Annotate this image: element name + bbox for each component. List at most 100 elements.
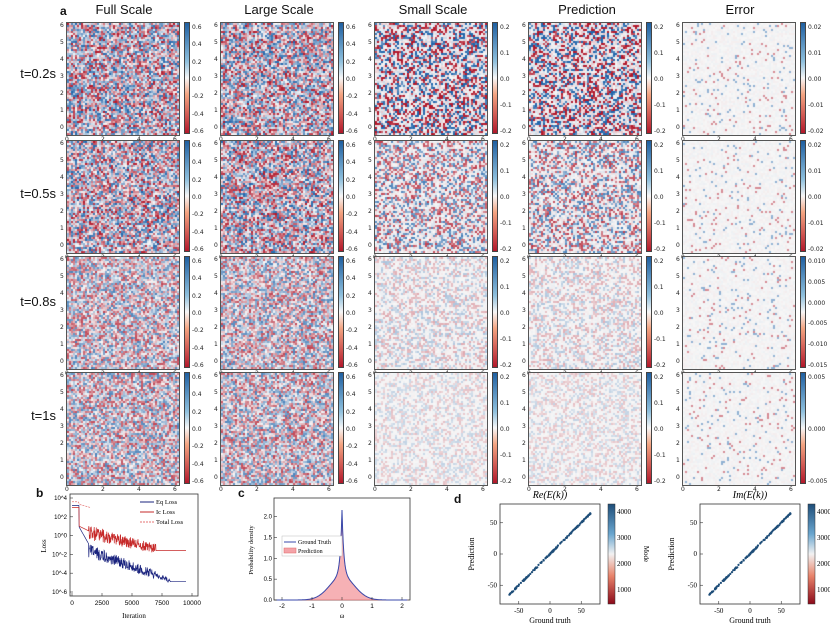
pdf-y-tick: 0.5 [264, 577, 273, 583]
scatter-point [544, 557, 547, 560]
axis-tick: 1 [214, 457, 218, 464]
colorbar-tick: -0.2 [192, 443, 204, 451]
scatter-point [562, 539, 565, 542]
axis-tick: 1 [214, 341, 218, 348]
colorbar-tick: -0.01 [808, 102, 824, 109]
axis-tick: 0 [60, 358, 64, 365]
row-label-t05: t=0.5s [20, 186, 56, 201]
axis-tick: 6 [214, 372, 218, 379]
axis-tick: 6 [327, 486, 331, 493]
axis-tick: 5 [522, 389, 526, 396]
mode-colorbar [807, 503, 816, 605]
axis-tick: 6 [676, 256, 680, 263]
axis-tick: 0 [219, 486, 223, 493]
axis-tick: 2 [717, 486, 721, 493]
axis-tick: 3 [214, 423, 218, 430]
scatter-point [525, 575, 529, 579]
axis-tick: 0 [214, 242, 218, 249]
colorbar-tick: -0.1 [654, 452, 666, 459]
colorbar-tick: 0.2 [500, 258, 510, 265]
scatter-point [532, 569, 535, 572]
total-loss-line [72, 501, 91, 508]
colorbar-tick: -0.6 [346, 246, 358, 253]
scatter-point [567, 534, 570, 537]
axis-tick: 0 [214, 124, 218, 131]
axis-tick: 5 [522, 39, 526, 46]
colorbar-tick: 0.1 [654, 50, 664, 57]
colorbar-tick: -0.005 [808, 478, 828, 485]
colorbar-tick: 0.0 [500, 194, 510, 201]
colorbar-tick: -0.2 [500, 362, 512, 369]
axis-tick: 6 [522, 372, 526, 379]
scatter-point [574, 527, 577, 530]
axis-tick: 0 [522, 124, 526, 131]
scatter-y-tick: 0 [494, 550, 498, 558]
spectrum-scatter-charts: Re(E(k)) Ground truth Prediction -50 0 50 50 0 -… [467, 490, 830, 624]
axis-tick: 1 [214, 107, 218, 114]
colorbar-tick: 0.2 [500, 142, 510, 149]
scatter-point [579, 522, 582, 525]
axis-tick: 6 [368, 372, 372, 379]
colorbar-tick: -0.1 [654, 102, 666, 109]
axis-tick: 3 [368, 307, 372, 314]
colorbar-tick: 0.4 [346, 391, 356, 399]
colorbar-tick: 0.6 [192, 24, 202, 31]
colorbar-tick: 0.0 [192, 194, 202, 201]
scatter-x-label: Ground truth [729, 616, 771, 624]
axis-tick: 0 [681, 136, 685, 143]
colorbar-tick: 0.4 [346, 159, 356, 167]
axis-tick: 1 [60, 341, 64, 348]
scatter-y-tick: 0 [694, 550, 698, 558]
axis-tick: 3 [60, 73, 64, 80]
scatter-x-label: Ground truth [529, 616, 571, 624]
mode-colorbar-tick: 4000 [817, 508, 830, 516]
panel-label-b: b [36, 486, 44, 500]
axis-tick: 2 [676, 90, 680, 97]
axis-tick: 3 [214, 73, 218, 80]
colorbar-tick: 0.6 [192, 374, 202, 381]
axis-tick: 2 [214, 440, 218, 447]
loss-y-tick: 10^-4 [52, 571, 67, 577]
scatter-point [778, 524, 781, 527]
colorbar-tick: 0.4 [192, 275, 202, 283]
colorbar-tick: 0.6 [192, 142, 202, 149]
scatter-point [734, 566, 737, 569]
scatter-imag-part: Im(E(k)) Ground truth Prediction -50 0 50 50 0 -… [667, 490, 830, 624]
mode-colorbar [607, 503, 616, 605]
colorbar-tick: 0.1 [500, 168, 510, 175]
axis-tick: 3 [214, 307, 218, 314]
pdf-x-ticks: -2 -1 0 1 2 [279, 597, 404, 610]
scatter-point [585, 516, 588, 519]
legend-prediction: Prediction [298, 549, 323, 555]
axis-tick: 1 [676, 225, 680, 232]
axis-tick: 0 [368, 242, 372, 249]
field-panel-prediction-row1 [528, 22, 642, 136]
pdf-y-ticks: 0.0 0.5 1.0 1.5 2.0 [264, 515, 277, 604]
field-panel-small-scale-row4 [374, 372, 488, 486]
mode-colorbar-tick: 1000 [617, 586, 632, 594]
colorbar-tick: 0.2 [346, 292, 356, 300]
field-panel-small-scale-row3 [374, 256, 488, 370]
loss-legend: Eq Loss Ic Loss Total Loss [140, 499, 184, 526]
axis-tick: 6 [214, 22, 218, 29]
legend-total-loss: Total Loss [156, 519, 184, 526]
scatter-point [755, 546, 758, 549]
axis-tick: 3 [60, 191, 64, 198]
colorbar-tick: 0.6 [346, 258, 356, 265]
axis-tick: 2 [368, 208, 372, 215]
axis-tick: 5 [60, 273, 64, 280]
scatter-y-label: Prediction [667, 538, 676, 571]
scatter-point [581, 520, 584, 523]
axis-tick: 0 [368, 474, 372, 481]
axis-tick: 4 [137, 136, 141, 143]
axis-tick: 3 [60, 423, 64, 430]
axis-tick: 4 [676, 174, 680, 181]
axis-tick: 3 [368, 191, 372, 198]
axis-tick: 0 [65, 136, 69, 143]
scatter-y-tick: -50 [488, 581, 498, 589]
pdf-x-tick: -1 [309, 603, 315, 610]
axis-tick: 3 [522, 191, 526, 198]
pdf-y-tick: 2.0 [264, 515, 273, 521]
mode-colorbar-tick: 3000 [817, 534, 830, 542]
scatter-point [771, 530, 774, 533]
